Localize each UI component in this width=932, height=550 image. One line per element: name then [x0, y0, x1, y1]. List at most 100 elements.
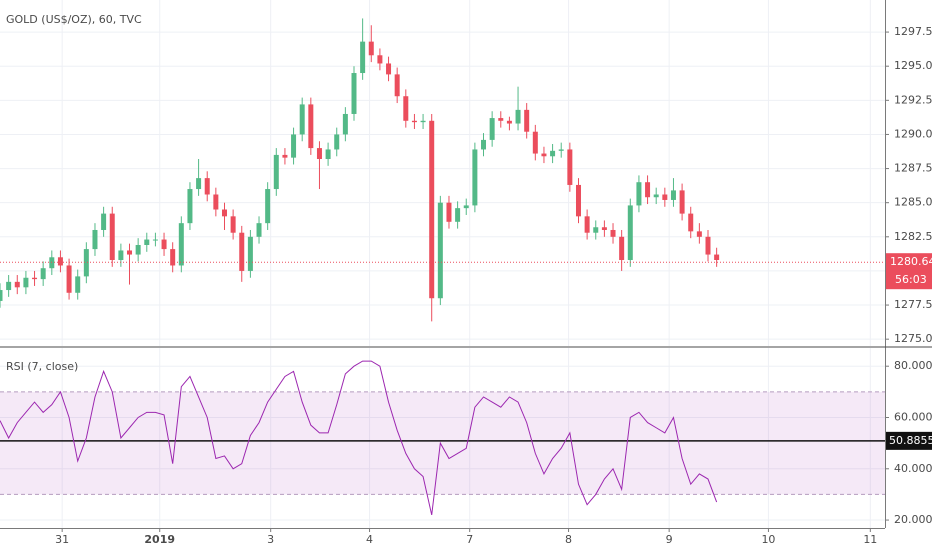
candle-body	[498, 118, 504, 121]
level-label: 50.8855	[889, 434, 932, 447]
candle-body	[394, 74, 400, 97]
candle-body	[455, 208, 461, 222]
candle-body	[273, 154, 279, 190]
candle-body	[6, 281, 12, 291]
candle-body	[532, 131, 538, 154]
candle-body	[575, 184, 581, 217]
candle-body	[109, 213, 115, 261]
candle-body	[368, 41, 374, 56]
candle-body	[213, 194, 219, 210]
candle-body	[429, 120, 435, 299]
y-tick-label: 40.0000	[894, 462, 932, 475]
y-tick-label: 1295.00	[894, 59, 932, 72]
y-tick-label: 1290.00	[894, 127, 932, 140]
candle-body	[679, 190, 685, 214]
candle-body	[472, 149, 478, 206]
candle-body	[152, 239, 158, 241]
candle-body	[247, 236, 253, 271]
candle-body	[83, 249, 89, 277]
candle-body	[308, 104, 314, 149]
countdown-label: 56:03	[895, 273, 927, 286]
candle-body	[316, 148, 322, 160]
x-tick-label: 31	[55, 533, 69, 546]
candle-body	[601, 227, 607, 230]
candle-body	[49, 257, 55, 269]
candle-body	[446, 202, 452, 222]
candle-body	[265, 189, 271, 224]
candle-body	[14, 281, 20, 288]
candle-body	[32, 277, 38, 280]
rsi-band	[0, 391, 885, 495]
candle-body	[696, 231, 702, 237]
x-tick-label: 10	[761, 533, 775, 546]
candle-body	[714, 254, 720, 261]
candle-body	[688, 213, 694, 232]
candle-body	[463, 205, 469, 209]
candle-body	[506, 120, 512, 124]
candle-body	[40, 268, 46, 280]
level-box	[886, 431, 932, 450]
candle-body	[627, 205, 633, 261]
rsi-line	[0, 360, 718, 516]
y-tick-label: 1277.50	[894, 298, 932, 311]
candle-body	[92, 229, 98, 250]
candle-body	[187, 189, 193, 224]
candle-body	[66, 265, 72, 293]
candle-body	[291, 134, 297, 158]
y-tick-label: 1292.50	[894, 93, 932, 106]
candle-body	[127, 250, 133, 255]
y-tick-label: 1297.50	[894, 25, 932, 38]
candle-body	[411, 120, 417, 123]
candle-body	[204, 178, 210, 195]
candle-body	[221, 209, 227, 217]
candle-body	[610, 229, 616, 237]
candle-body	[653, 194, 659, 198]
x-tick-label: 4	[366, 533, 373, 546]
candle-body	[670, 190, 676, 200]
candle-body	[619, 236, 625, 261]
x-tick-label: 3	[267, 533, 274, 546]
candle-body	[196, 178, 202, 190]
candle-body	[351, 73, 357, 114]
candle-body	[170, 249, 176, 266]
candle-body	[386, 63, 392, 75]
candle-body	[558, 149, 564, 151]
last-price-label: 1280.64	[890, 255, 932, 268]
candle-body	[325, 149, 331, 160]
candle-body	[239, 232, 245, 271]
candle-body	[75, 276, 81, 293]
y-tick-label: 1275.00	[894, 332, 932, 345]
candle-body	[342, 113, 348, 135]
candle-body	[118, 250, 124, 261]
candle-body	[593, 227, 599, 233]
candle-body	[256, 223, 262, 237]
y-tick-label: 80.0000	[894, 359, 932, 372]
candle-body	[567, 149, 573, 185]
candle-body	[662, 194, 668, 200]
y-tick-label: 1287.50	[894, 162, 932, 175]
candle-body	[705, 236, 711, 255]
candle-body	[101, 213, 107, 230]
candle-body	[0, 290, 3, 301]
candle-body	[57, 257, 63, 266]
candle-body	[541, 153, 547, 157]
candle-body	[299, 104, 305, 135]
candle-body	[334, 134, 340, 150]
candle-body	[135, 244, 141, 255]
candle-body	[161, 239, 167, 250]
candle-body	[489, 118, 495, 140]
candle-body	[420, 120, 426, 123]
candle-body	[524, 109, 530, 132]
chart-title: GOLD (US$/OZ), 60, TVC	[6, 13, 142, 26]
candle-body	[178, 223, 184, 266]
y-tick-label: 1282.50	[894, 230, 932, 243]
candle-body	[360, 41, 366, 74]
candle-body	[230, 216, 236, 233]
candle-body	[377, 55, 383, 64]
candle-body	[481, 139, 487, 150]
candle-body	[550, 150, 556, 157]
candle-body	[282, 154, 288, 158]
candle-body	[403, 96, 409, 121]
y-tick-label: 20.0000	[894, 513, 932, 526]
